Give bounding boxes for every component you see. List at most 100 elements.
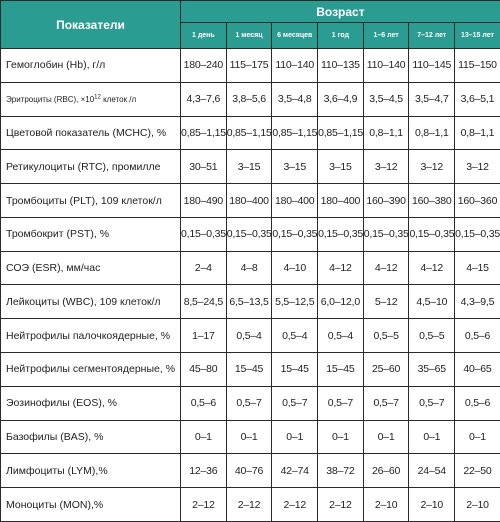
row-value: 180–400 xyxy=(225,183,273,218)
header-age-column: 13–15 лет xyxy=(454,22,500,49)
row-parameter-name: СОЭ (ESR), мм/час xyxy=(0,250,181,286)
row-parameter-name: Ретикулоциты (RTC), промилле xyxy=(0,149,181,185)
header-age-column: 7–12 лет xyxy=(408,22,456,49)
row-value: 15–45 xyxy=(317,352,364,387)
row-value: 4,5–10 xyxy=(408,284,456,320)
row-value: 110–145 xyxy=(408,48,456,83)
row-value: 0,8–1,1 xyxy=(454,115,500,151)
row-value: 160–380 xyxy=(408,183,456,218)
row-value: 2–10 xyxy=(362,487,410,522)
row-value: 3,6–5,1 xyxy=(454,81,500,117)
row-value: 2–10 xyxy=(408,487,456,522)
row-value: 0,8–1,1 xyxy=(362,115,410,151)
row-value: 6,5–13,5 xyxy=(225,284,273,320)
row-value: 3,5–4,7 xyxy=(408,81,456,117)
row-value: 0–1 xyxy=(362,419,410,455)
row-value: 4,3–9,5 xyxy=(454,284,500,320)
row-value: 4–12 xyxy=(408,250,456,286)
row-value: 4–15 xyxy=(454,250,500,286)
row-value: 38–72 xyxy=(317,453,364,489)
table-row: Тромбоциты (PLT), 109 клеток/л 180–490 1… xyxy=(0,183,500,218)
row-value: 0,15–0,35 xyxy=(180,216,227,252)
row-value: 0,8–1,1 xyxy=(408,115,456,151)
table-row: Ретикулоциты (RTC), промилле 30–51 3–15 … xyxy=(0,149,500,185)
rbc-exponent: 12 xyxy=(94,94,101,101)
row-value: 15–45 xyxy=(225,352,273,387)
row-value: 2–12 xyxy=(180,487,227,522)
row-value: 5–12 xyxy=(362,284,410,320)
row-value: 0,5–6 xyxy=(454,385,500,421)
row-value: 0–1 xyxy=(271,419,319,455)
row-value: 115–150 xyxy=(454,48,500,83)
row-value: 0,15–0,35 xyxy=(454,216,500,252)
row-parameter-name: Нейтрофилы палочкоядерные, % xyxy=(0,318,181,354)
row-value: 6,0–12,0 xyxy=(317,284,364,320)
row-value: 3–12 xyxy=(362,149,410,185)
row-value: 15–45 xyxy=(271,352,319,387)
row-value: 8,5–24,5 xyxy=(180,284,227,320)
row-value: 3–12 xyxy=(454,149,500,185)
row-value: 0–1 xyxy=(180,419,227,455)
row-parameter-name: Тромбокрит (PST), % xyxy=(0,216,181,252)
row-value: 3–12 xyxy=(408,149,456,185)
row-value: 22–50 xyxy=(454,453,500,489)
row-value: 180–490 xyxy=(180,183,227,218)
row-value: 1–17 xyxy=(180,318,227,354)
row-value: 0,5–7 xyxy=(362,385,410,421)
row-value: 0,5–4 xyxy=(271,318,319,354)
row-value: 40–76 xyxy=(225,453,273,489)
header-age-column: 1 год xyxy=(317,22,364,49)
row-value: 5,5–12,5 xyxy=(271,284,319,320)
row-value: 0,5–7 xyxy=(317,385,364,421)
row-value: 110–140 xyxy=(271,48,319,83)
row-parameter-name: Цветовой показатель (MCHC), % xyxy=(0,115,181,151)
row-value: 0–1 xyxy=(454,419,500,455)
row-value: 25–60 xyxy=(362,352,410,387)
row-value: 26–60 xyxy=(362,453,410,489)
row-parameter-name: Гемоглобин (Hb), г/л xyxy=(0,48,181,83)
table-row: Цветовой показатель (MCHC), % 0,85–1,15 … xyxy=(0,115,500,151)
table-row: Нейтрофилы палочкоядерные, % 1–17 0,5–4 … xyxy=(0,318,500,354)
row-value: 3,5–4,8 xyxy=(271,81,319,117)
row-value: 160–360 xyxy=(454,183,500,218)
row-value: 3,6–4,9 xyxy=(317,81,364,117)
row-value: 4–12 xyxy=(317,250,364,286)
row-value: 110–140 xyxy=(362,48,410,83)
row-value: 0,85–1,15 xyxy=(271,115,319,151)
row-value: 0–1 xyxy=(317,419,364,455)
row-parameter-name: Лимфоциты (LYM),% xyxy=(0,453,181,489)
row-value: 2–12 xyxy=(271,487,319,522)
row-value: 3,8–5,6 xyxy=(225,81,273,117)
row-value: 12–36 xyxy=(180,453,227,489)
row-value: 115–175 xyxy=(225,48,273,83)
row-value: 160–390 xyxy=(362,183,410,218)
table-row: Лимфоциты (LYM),% 12–36 40–76 42–74 38–7… xyxy=(0,453,500,489)
row-value: 0,5–5 xyxy=(408,318,456,354)
table-row: Эритроциты (RBC), ×1012 клеток /л 4,3–7,… xyxy=(0,81,500,117)
table-row: Моноциты (MON),% 2–12 2–12 2–12 2–12 2–1… xyxy=(0,487,500,522)
row-value: 0,85–1,15 xyxy=(317,115,364,151)
row-value: 45–80 xyxy=(180,352,227,387)
table-row: Базофилы (BAS), % 0–1 0–1 0–1 0–1 0–1 0–… xyxy=(0,419,500,455)
row-value: 2–10 xyxy=(454,487,500,522)
row-value: 3–15 xyxy=(271,149,319,185)
row-value: 0,5–4 xyxy=(225,318,273,354)
table-row: Тромбокрит (PST), % 0,15–0,35 0,15–0,35 … xyxy=(0,216,500,252)
header-age-column: 6 месяцев xyxy=(271,22,319,49)
row-parameter-name: Эритроциты (RBC), ×1012 клеток /л xyxy=(0,81,181,117)
table-row: Нейтрофилы сегментоядерные, % 45–80 15–4… xyxy=(0,352,500,387)
row-value: 0,5–7 xyxy=(408,385,456,421)
row-value: 0,5–4 xyxy=(317,318,364,354)
row-value: 0,85–1,15 xyxy=(180,115,227,151)
row-value: 35–65 xyxy=(408,352,456,387)
row-value: 2–12 xyxy=(317,487,364,522)
row-value: 3–15 xyxy=(317,149,364,185)
row-value: 180–400 xyxy=(317,183,364,218)
row-value: 2–12 xyxy=(225,487,273,522)
row-value: 24–54 xyxy=(408,453,456,489)
row-parameter-name: Тромбоциты (PLT), 109 клеток/л xyxy=(0,183,181,218)
row-value: 0,15–0,35 xyxy=(317,216,364,252)
row-value: 4–8 xyxy=(225,250,273,286)
row-parameter-name: Базофилы (BAS), % xyxy=(0,419,181,455)
